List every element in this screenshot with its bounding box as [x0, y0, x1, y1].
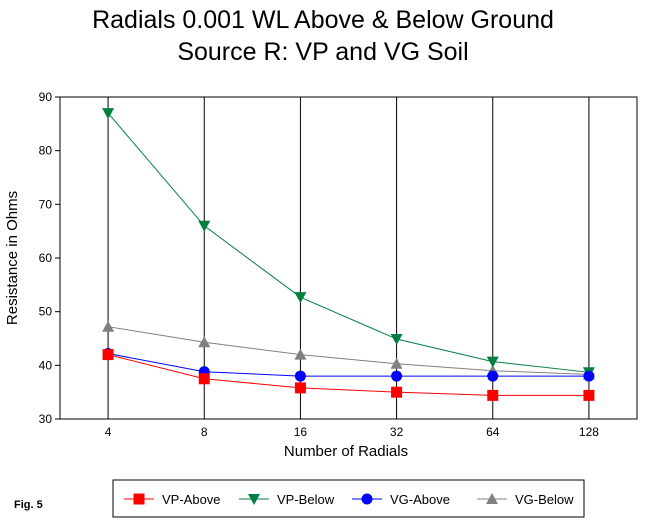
- x-tick-label: 4: [105, 425, 112, 439]
- data-point: [390, 357, 403, 369]
- y-tick-label: 60: [39, 251, 53, 265]
- legend-label: VP-Above: [162, 492, 221, 507]
- series-vp-above: [102, 349, 595, 401]
- x-tick-label: 16: [294, 425, 308, 439]
- series-layer: [102, 108, 595, 401]
- legend-marker: [248, 494, 260, 505]
- data-point: [390, 334, 403, 346]
- axis-ticks: 4 8 16 32 64 128 30 40 50 60 70 80 90: [39, 90, 600, 439]
- y-tick-label: 90: [39, 90, 53, 104]
- series-line: [107, 112, 589, 373]
- x-tick-label: 128: [579, 425, 599, 439]
- x-tick-label: 8: [201, 425, 208, 439]
- data-point: [486, 356, 499, 368]
- x-axis-title: Number of Radials: [284, 443, 408, 460]
- legend-marker: [486, 493, 498, 504]
- y-tick-label: 30: [39, 412, 53, 426]
- data-point: [294, 382, 306, 394]
- legend-item-vg-below: VG-Below: [477, 492, 574, 507]
- data-point: [102, 320, 115, 332]
- legend-item-vp-below: VP-Below: [239, 492, 335, 507]
- legend-marker: [133, 493, 145, 505]
- grid: [107, 97, 590, 419]
- y-tick-label: 50: [39, 305, 53, 319]
- plot-area: [59, 96, 638, 420]
- chart-title-line-2: Source R: VP and VG Soil: [177, 38, 468, 66]
- legend-item-vg-above: VG-Above: [352, 492, 450, 507]
- data-point: [294, 370, 306, 382]
- data-point: [198, 336, 211, 348]
- legend-marker: [361, 493, 373, 505]
- legend-label: VG-Above: [390, 492, 450, 507]
- data-point: [294, 292, 307, 304]
- data-point: [391, 386, 403, 398]
- data-point: [487, 389, 499, 401]
- figure-label: Fig. 5: [14, 499, 43, 511]
- data-point: [198, 373, 210, 385]
- y-tick-label: 80: [39, 144, 53, 158]
- legend-item-vp-above: VP-Above: [124, 492, 221, 507]
- legend: VP-Above VP-Below VG-Above VG-Below: [124, 492, 574, 507]
- data-point: [198, 220, 211, 232]
- data-point: [487, 370, 499, 382]
- data-point: [294, 348, 307, 360]
- y-tick-label: 70: [39, 197, 53, 211]
- series-line: [107, 353, 589, 377]
- legend-label: VP-Below: [277, 492, 335, 507]
- x-tick-label: 32: [390, 425, 404, 439]
- y-tick-label: 40: [39, 358, 53, 372]
- legend-label: VG-Below: [515, 492, 574, 507]
- x-tick-label: 64: [486, 425, 500, 439]
- y-axis-title: Resistance in Ohms: [4, 191, 21, 325]
- data-point: [583, 370, 595, 382]
- series-line: [107, 354, 589, 396]
- data-point: [102, 349, 114, 361]
- series-line: [108, 326, 589, 375]
- data-point: [102, 108, 115, 120]
- data-point: [391, 370, 403, 382]
- chart-title-line-1: Radials 0.001 WL Above & Below Ground: [92, 6, 554, 34]
- data-point: [583, 389, 595, 401]
